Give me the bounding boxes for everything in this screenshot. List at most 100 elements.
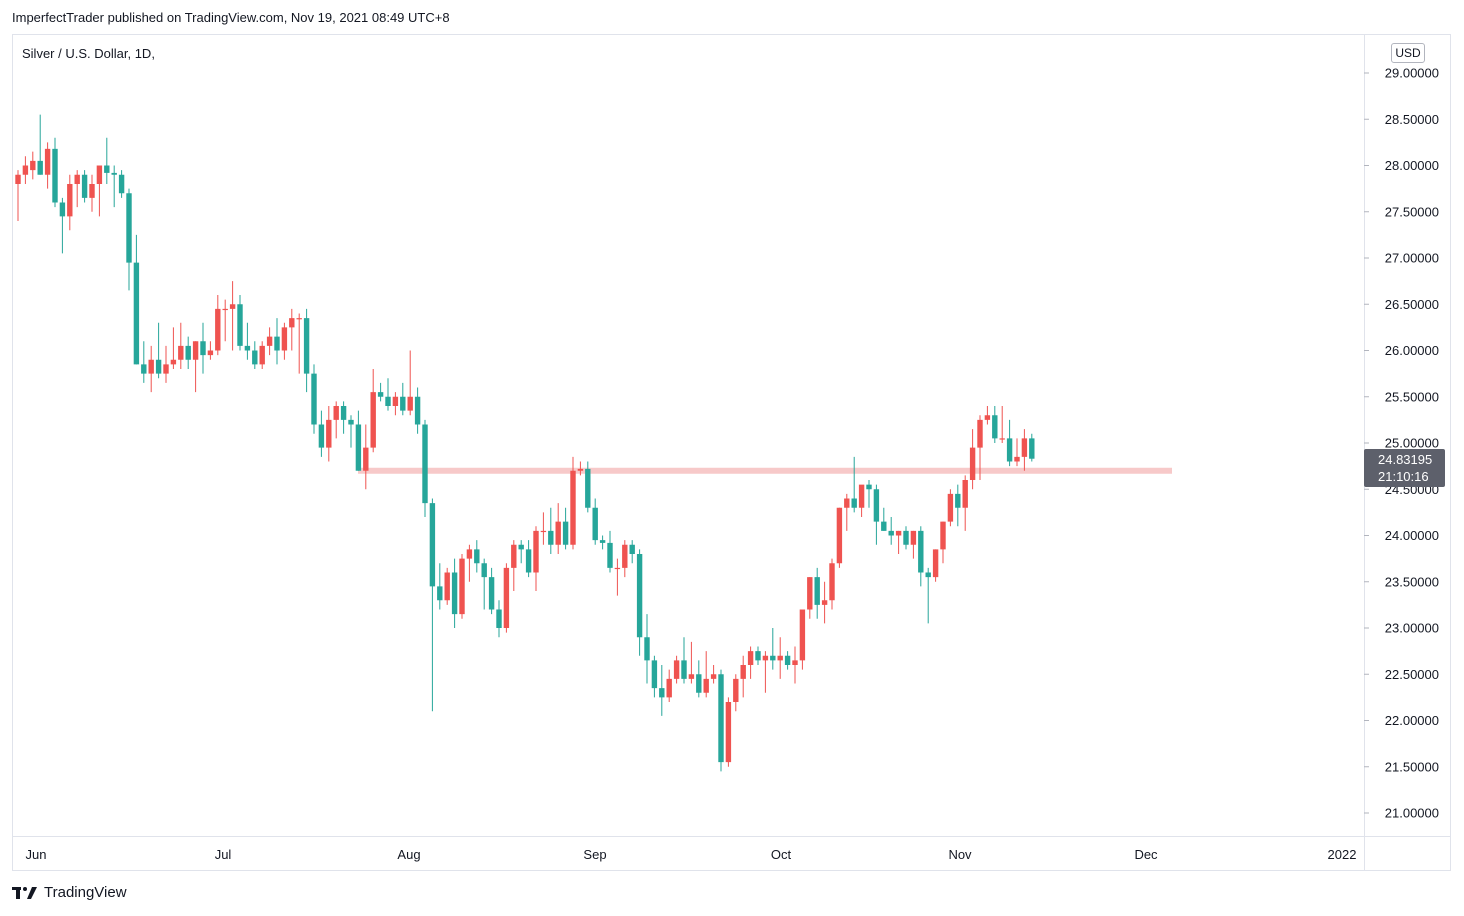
candle-body [333, 406, 339, 420]
horizontal-level-line[interactable] [358, 467, 1172, 474]
y-tick-label: 25.50000 [1385, 389, 1439, 404]
candle [111, 165, 117, 208]
candle-body [733, 678, 739, 702]
candle-body [644, 637, 650, 661]
candle [740, 655, 746, 698]
candle-body [496, 609, 502, 628]
candle [777, 637, 783, 679]
candle [755, 646, 761, 665]
candle [311, 364, 317, 434]
candle [555, 503, 561, 554]
candle-body [799, 609, 806, 661]
candle-body [81, 174, 88, 198]
candle-body [296, 318, 302, 320]
candle [192, 341, 199, 393]
candle [318, 410, 325, 457]
y-tick-label: 29.00000 [1385, 66, 1439, 81]
last-price-tag: 24.83195 21:10:16 [1364, 449, 1445, 487]
candle-body [244, 345, 251, 351]
candle [910, 530, 917, 559]
candle-body [814, 577, 820, 605]
candle [636, 549, 643, 656]
candle-body [533, 530, 539, 573]
candle-body [903, 530, 909, 545]
candle [955, 484, 961, 527]
candle-body [792, 660, 798, 665]
candle-body [681, 660, 687, 679]
candle [562, 507, 569, 550]
candle [437, 563, 443, 610]
candle [303, 308, 310, 393]
candle-body [274, 336, 280, 351]
y-tick-label: 23.50000 [1385, 574, 1439, 589]
candle [599, 535, 606, 550]
y-tick-label: 28.50000 [1385, 112, 1439, 127]
candle [895, 530, 902, 554]
candle-body [518, 544, 524, 550]
candle-body [67, 184, 73, 217]
y-tick-label: 22.00000 [1385, 713, 1439, 728]
candle [1006, 419, 1013, 467]
candle [969, 429, 976, 490]
candle [792, 646, 798, 684]
candle-body [414, 396, 421, 425]
candle-body [770, 655, 776, 661]
candle-body [89, 184, 95, 198]
candle-body [326, 419, 332, 448]
candle-body [444, 572, 450, 601]
candle-body [984, 415, 991, 420]
candle [266, 327, 273, 356]
candle-body [185, 345, 191, 360]
y-tick-label: 22.50000 [1385, 667, 1439, 682]
candle-body [118, 174, 125, 194]
candle [807, 577, 813, 619]
candle-body [340, 406, 347, 420]
footer-brand[interactable]: TradingView [12, 884, 127, 901]
candle-body [784, 655, 791, 665]
candle [377, 382, 384, 402]
candle-body [59, 202, 66, 217]
candle [422, 419, 428, 517]
x-tick-label: Jun [26, 847, 47, 862]
candle-body [407, 396, 413, 411]
currency-selector[interactable]: USD [1391, 43, 1425, 63]
candle [881, 507, 887, 531]
candle-body [104, 165, 110, 173]
candle-body [607, 542, 613, 568]
candle-body [363, 447, 369, 471]
candle-body [740, 665, 746, 679]
candle [52, 137, 58, 208]
y-tick-label: 27.00000 [1385, 251, 1439, 266]
candle-body [910, 530, 917, 545]
candle [333, 401, 339, 439]
candle [141, 341, 147, 383]
candle-body [962, 480, 968, 508]
candle-body [148, 359, 154, 374]
candle [592, 498, 598, 545]
candle-body [858, 484, 865, 508]
candle [133, 234, 140, 365]
candle-body [866, 484, 872, 490]
candle-body [178, 345, 184, 360]
candle [940, 521, 946, 564]
candle [814, 567, 820, 619]
candle [888, 517, 894, 545]
candle [126, 188, 132, 291]
candle-body [673, 660, 680, 679]
candle-body [44, 148, 51, 175]
candle-body [688, 674, 695, 679]
candle [289, 308, 295, 351]
candle-body [222, 308, 228, 311]
candle-body [777, 655, 783, 661]
candle [577, 461, 584, 476]
candle [237, 295, 243, 351]
candle-body [1014, 456, 1020, 462]
candle [585, 461, 591, 513]
candle-body [1021, 438, 1028, 457]
candle [370, 369, 376, 453]
candle [533, 526, 539, 591]
candle [733, 674, 739, 712]
candle [770, 628, 776, 670]
candle [259, 341, 265, 369]
